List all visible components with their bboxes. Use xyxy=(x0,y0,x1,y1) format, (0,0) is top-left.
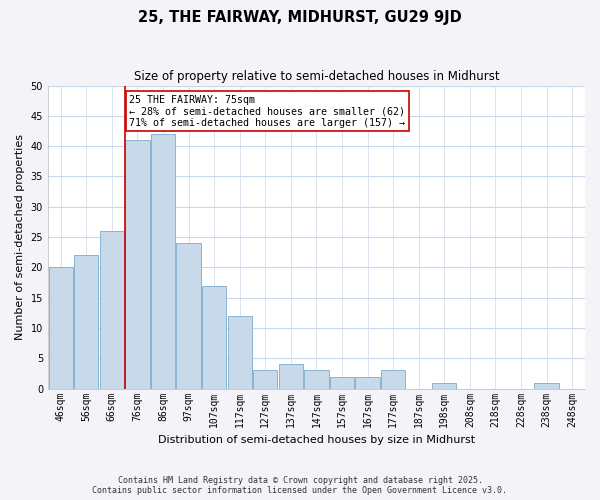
Bar xyxy=(355,376,380,388)
Bar xyxy=(202,286,226,389)
Title: Size of property relative to semi-detached houses in Midhurst: Size of property relative to semi-detach… xyxy=(134,70,499,83)
Text: Contains HM Land Registry data © Crown copyright and database right 2025.
Contai: Contains HM Land Registry data © Crown c… xyxy=(92,476,508,495)
Bar xyxy=(381,370,406,388)
Y-axis label: Number of semi-detached properties: Number of semi-detached properties xyxy=(15,134,25,340)
Bar xyxy=(304,370,329,388)
Bar xyxy=(74,256,98,388)
Bar xyxy=(176,243,201,388)
Bar xyxy=(279,364,303,388)
Text: 25 THE FAIRWAY: 75sqm
← 28% of semi-detached houses are smaller (62)
71% of semi: 25 THE FAIRWAY: 75sqm ← 28% of semi-deta… xyxy=(129,94,405,128)
Bar xyxy=(253,370,277,388)
Bar xyxy=(125,140,149,388)
Bar xyxy=(227,316,252,388)
X-axis label: Distribution of semi-detached houses by size in Midhurst: Distribution of semi-detached houses by … xyxy=(158,435,475,445)
Bar xyxy=(535,382,559,388)
Bar xyxy=(330,376,354,388)
Bar xyxy=(49,268,73,388)
Text: 25, THE FAIRWAY, MIDHURST, GU29 9JD: 25, THE FAIRWAY, MIDHURST, GU29 9JD xyxy=(138,10,462,25)
Bar xyxy=(151,134,175,388)
Bar xyxy=(432,382,457,388)
Bar xyxy=(100,231,124,388)
